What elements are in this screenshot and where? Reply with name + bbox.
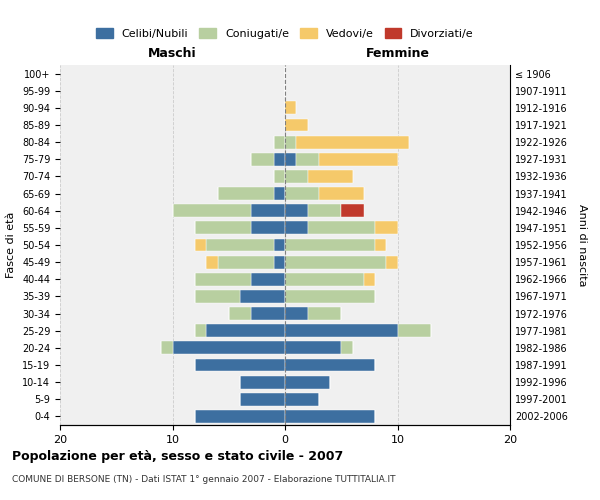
Bar	[195, 273, 251, 285]
Bar	[296, 136, 409, 148]
Bar	[319, 153, 398, 166]
Bar	[218, 256, 274, 268]
Bar	[285, 376, 330, 388]
Bar	[274, 153, 285, 166]
Bar	[308, 204, 341, 217]
Bar	[195, 410, 285, 423]
Bar	[274, 136, 285, 148]
Bar	[218, 187, 274, 200]
Bar	[285, 153, 296, 166]
Bar	[285, 222, 308, 234]
Bar	[251, 273, 285, 285]
Bar	[285, 324, 398, 337]
Bar	[206, 324, 285, 337]
Bar	[274, 170, 285, 183]
Bar	[296, 153, 319, 166]
Bar	[285, 238, 375, 252]
Bar	[195, 324, 206, 337]
Bar	[251, 307, 285, 320]
Bar	[206, 238, 274, 252]
Bar	[195, 222, 251, 234]
Bar	[285, 358, 375, 372]
Bar	[285, 102, 296, 114]
Bar	[285, 136, 296, 148]
Bar	[308, 222, 375, 234]
Bar	[308, 307, 341, 320]
Bar	[375, 238, 386, 252]
Bar	[173, 204, 251, 217]
Bar	[319, 187, 364, 200]
Bar	[229, 307, 251, 320]
Bar	[274, 256, 285, 268]
Bar	[240, 290, 285, 303]
Bar	[285, 410, 375, 423]
Bar	[341, 342, 353, 354]
Bar	[375, 222, 398, 234]
Bar	[240, 393, 285, 406]
Bar	[285, 273, 364, 285]
Bar	[285, 290, 375, 303]
Bar	[173, 342, 285, 354]
Bar	[206, 256, 218, 268]
Bar	[386, 256, 398, 268]
Bar	[285, 204, 308, 217]
Legend: Celibi/Nubili, Coniugati/e, Vedovi/e, Divorziati/e: Celibi/Nubili, Coniugati/e, Vedovi/e, Di…	[92, 24, 478, 44]
Text: Femmine: Femmine	[365, 47, 430, 60]
Text: Maschi: Maschi	[148, 47, 197, 60]
Bar	[285, 393, 319, 406]
Bar	[195, 290, 240, 303]
Bar	[285, 342, 341, 354]
Bar	[285, 256, 386, 268]
Bar	[285, 187, 319, 200]
Bar	[285, 118, 308, 132]
Bar	[274, 238, 285, 252]
Bar	[240, 376, 285, 388]
Bar	[285, 170, 308, 183]
Bar	[341, 204, 364, 217]
Bar	[285, 307, 308, 320]
Y-axis label: Fasce di età: Fasce di età	[7, 212, 16, 278]
Bar	[195, 238, 206, 252]
Bar	[161, 342, 173, 354]
Text: COMUNE DI BERSONE (TN) - Dati ISTAT 1° gennaio 2007 - Elaborazione TUTTITALIA.IT: COMUNE DI BERSONE (TN) - Dati ISTAT 1° g…	[12, 475, 395, 484]
Bar	[251, 153, 274, 166]
Bar	[251, 204, 285, 217]
Bar	[398, 324, 431, 337]
Bar	[308, 170, 353, 183]
Bar	[195, 358, 285, 372]
Text: Popolazione per età, sesso e stato civile - 2007: Popolazione per età, sesso e stato civil…	[12, 450, 343, 463]
Bar	[364, 273, 375, 285]
Y-axis label: Anni di nascita: Anni di nascita	[577, 204, 587, 286]
Bar	[251, 222, 285, 234]
Bar	[274, 187, 285, 200]
